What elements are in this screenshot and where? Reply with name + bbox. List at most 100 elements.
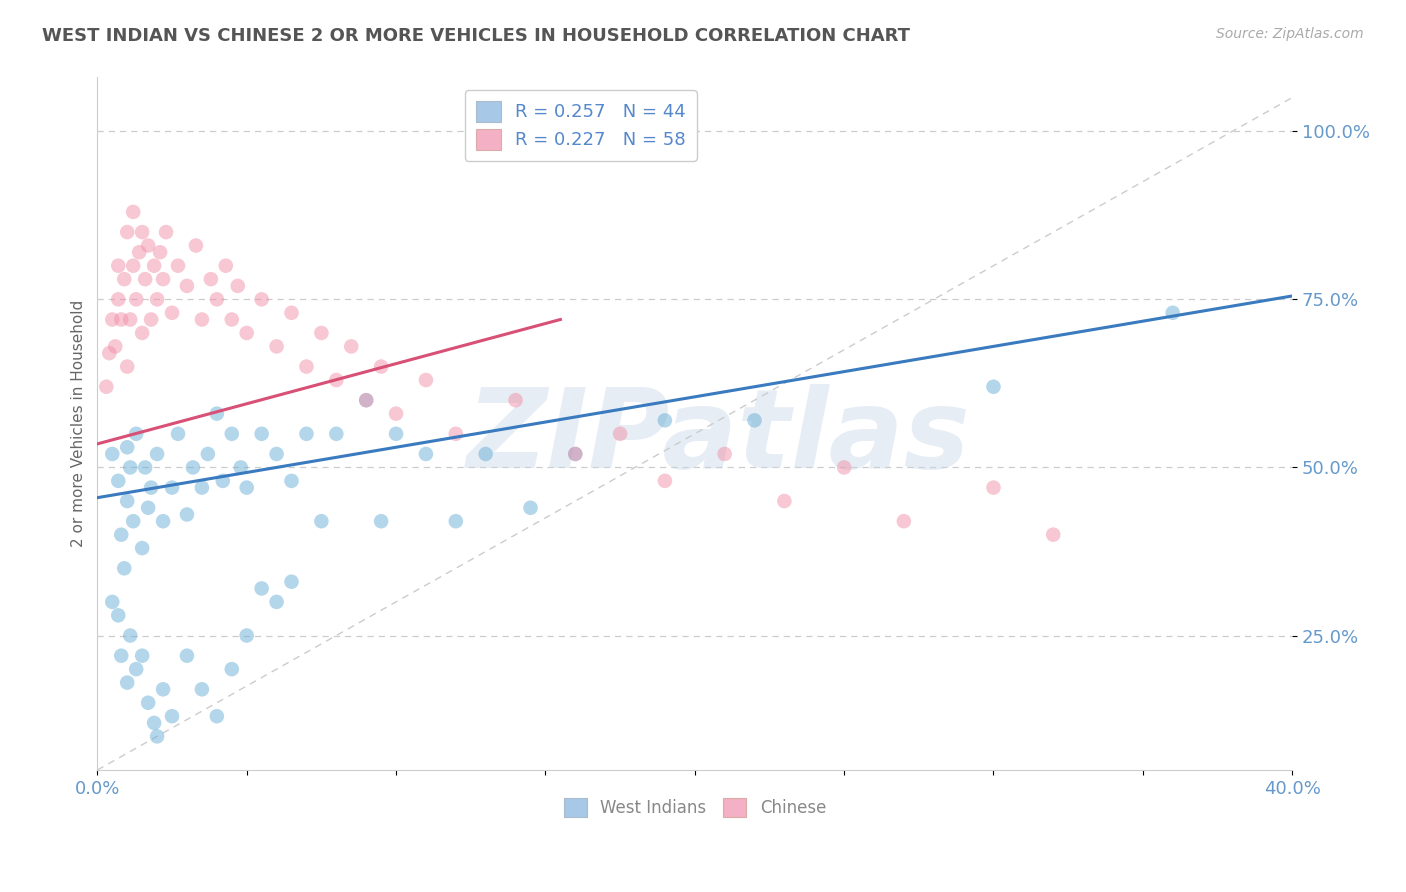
Point (139, 481, 162, 495)
Point (167, 426, 190, 441)
Point (1161, 306, 1184, 320)
Point (211, 474, 233, 488)
Point (146, 730, 169, 744)
Point (191, 312, 214, 326)
Point (176, 508, 198, 522)
Point (160, 306, 183, 320)
Point (110, 527, 132, 541)
Point (181, 460, 204, 475)
Point (983, 481, 1005, 495)
Point (128, 245, 150, 260)
Point (107, 259, 129, 273)
Point (112, 561, 135, 575)
Point (415, 373, 437, 387)
Point (110, 648, 132, 663)
Point (385, 407, 408, 421)
Point (131, 648, 153, 663)
Point (295, 426, 318, 441)
Point (115, 675, 138, 690)
Point (184, 238, 207, 252)
Point (444, 514, 467, 528)
Point (474, 447, 496, 461)
Point (280, 474, 302, 488)
Point (744, 413, 766, 427)
Point (385, 426, 408, 441)
Point (221, 312, 243, 326)
Point (1042, 527, 1064, 541)
Legend: West Indians, Chinese: West Indians, Chinese (557, 791, 832, 824)
Point (226, 278, 249, 293)
Point (125, 662, 148, 676)
Point (134, 460, 156, 475)
Point (354, 393, 377, 408)
Point (152, 272, 174, 286)
Point (143, 715, 166, 730)
Point (280, 574, 302, 589)
Point (370, 359, 392, 374)
Text: ZIPatlas: ZIPatlas (467, 384, 970, 491)
Point (354, 393, 377, 408)
Point (893, 514, 915, 528)
Point (564, 447, 586, 461)
Point (221, 662, 243, 676)
Point (149, 245, 172, 260)
Point (122, 259, 145, 273)
Point (250, 582, 273, 596)
Point (131, 225, 153, 239)
Point (115, 440, 138, 454)
Point (136, 238, 159, 252)
Point (832, 460, 855, 475)
Point (713, 447, 735, 461)
Point (110, 312, 132, 326)
Point (370, 514, 392, 528)
Point (205, 293, 228, 307)
Point (115, 225, 138, 239)
Point (250, 293, 273, 307)
Point (125, 426, 148, 441)
Text: WEST INDIAN VS CHINESE 2 OR MORE VEHICLES IN HOUSEHOLD CORRELATION CHART: WEST INDIAN VS CHINESE 2 OR MORE VEHICLE… (42, 27, 910, 45)
Point (101, 312, 124, 326)
Point (152, 682, 174, 697)
Point (200, 272, 222, 286)
Point (152, 514, 174, 528)
Point (160, 481, 183, 495)
Point (143, 259, 166, 273)
Point (115, 494, 138, 508)
Point (773, 494, 796, 508)
Point (205, 709, 228, 723)
Point (107, 608, 129, 623)
Y-axis label: 2 or more Vehicles in Household: 2 or more Vehicles in Household (72, 300, 86, 548)
Point (96, 380, 118, 394)
Point (122, 205, 145, 219)
Point (325, 373, 347, 387)
Point (215, 259, 238, 273)
Point (191, 682, 214, 697)
Point (120, 312, 142, 326)
Point (266, 447, 288, 461)
Point (235, 628, 257, 642)
Point (146, 447, 169, 461)
Point (160, 709, 183, 723)
Point (311, 514, 333, 528)
Point (176, 278, 198, 293)
Point (295, 359, 318, 374)
Point (415, 447, 437, 461)
Point (176, 648, 198, 663)
Point (205, 407, 228, 421)
Point (155, 225, 177, 239)
Point (136, 696, 159, 710)
Point (654, 413, 676, 427)
Point (505, 393, 527, 408)
Point (115, 359, 138, 374)
Point (266, 595, 288, 609)
Point (131, 541, 153, 555)
Point (146, 293, 169, 307)
Point (229, 460, 252, 475)
Point (654, 474, 676, 488)
Point (101, 595, 124, 609)
Point (120, 628, 142, 642)
Point (104, 339, 127, 353)
Point (139, 312, 162, 326)
Point (280, 306, 302, 320)
Point (125, 293, 148, 307)
